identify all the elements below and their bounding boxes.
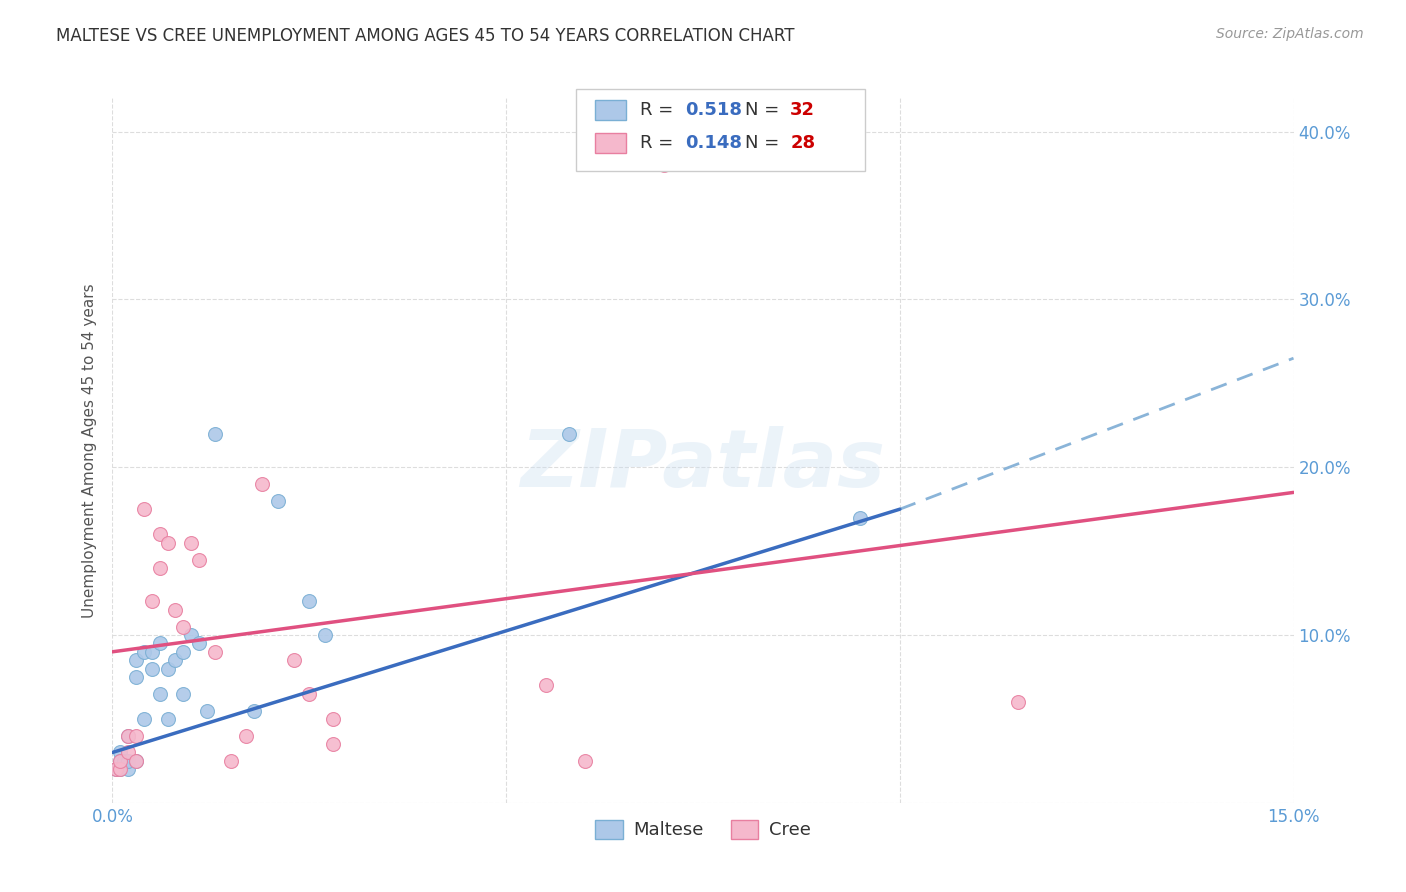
Point (125, 653, 148, 667)
Point (180, 628, 202, 642)
Point (117, 762, 139, 776)
Point (204, 645, 226, 659)
Point (298, 687, 321, 701)
Point (188, 552, 211, 566)
Text: 32: 32 (790, 101, 815, 119)
Point (110, 754, 132, 768)
Point (250, 477, 273, 491)
Point (204, 426, 226, 441)
Point (117, 729, 139, 743)
Point (219, 754, 242, 768)
Point (195, 704, 218, 718)
Text: ZIPatlas: ZIPatlas (520, 425, 886, 504)
Point (149, 687, 172, 701)
Text: 0.518: 0.518 (685, 101, 742, 119)
Point (156, 535, 179, 549)
Legend: Maltese, Cree: Maltese, Cree (588, 813, 818, 847)
Point (125, 754, 148, 768)
Point (117, 746, 139, 760)
Point (141, 662, 163, 676)
Point (125, 670, 148, 684)
Point (180, 535, 202, 549)
Y-axis label: Unemployment Among Ages 45 to 54 years: Unemployment Among Ages 45 to 54 years (82, 283, 97, 618)
Point (132, 502, 155, 516)
Text: MALTESE VS CREE UNEMPLOYMENT AMONG AGES 45 TO 54 YEARS CORRELATION CHART: MALTESE VS CREE UNEMPLOYMENT AMONG AGES … (56, 27, 794, 45)
Point (322, 712, 344, 726)
Text: 0.148: 0.148 (685, 134, 742, 152)
Point (149, 561, 172, 575)
Point (235, 729, 257, 743)
Text: N =: N = (745, 101, 785, 119)
Point (110, 762, 132, 776)
Point (267, 493, 290, 508)
Point (110, 762, 132, 776)
Point (849, 510, 872, 524)
Text: N =: N = (745, 134, 785, 152)
Point (132, 712, 155, 726)
Point (314, 628, 336, 642)
Point (172, 687, 194, 701)
Point (558, 426, 581, 441)
Point (172, 620, 194, 634)
Point (117, 754, 139, 768)
Text: Source: ZipAtlas.com: Source: ZipAtlas.com (1216, 27, 1364, 41)
Point (165, 653, 187, 667)
Point (156, 662, 179, 676)
Point (112, 754, 135, 768)
Point (156, 712, 179, 726)
Point (105, 762, 128, 776)
Point (132, 645, 155, 659)
Point (322, 737, 344, 751)
Text: R =: R = (640, 134, 679, 152)
Point (149, 636, 172, 650)
Point (165, 603, 187, 617)
Point (172, 645, 194, 659)
Point (574, 754, 596, 768)
Point (141, 594, 163, 608)
Point (110, 754, 132, 768)
Point (141, 645, 163, 659)
Text: 28: 28 (790, 134, 815, 152)
Point (283, 653, 305, 667)
Point (188, 636, 211, 650)
Point (117, 729, 139, 743)
Point (110, 746, 132, 760)
Point (298, 594, 321, 608)
Point (149, 527, 172, 541)
Point (534, 678, 557, 692)
Point (243, 704, 266, 718)
Point (125, 754, 148, 768)
Point (105, 762, 128, 776)
Point (1007, 695, 1029, 709)
Point (652, 158, 675, 172)
Point (125, 729, 148, 743)
Text: R =: R = (640, 101, 679, 119)
